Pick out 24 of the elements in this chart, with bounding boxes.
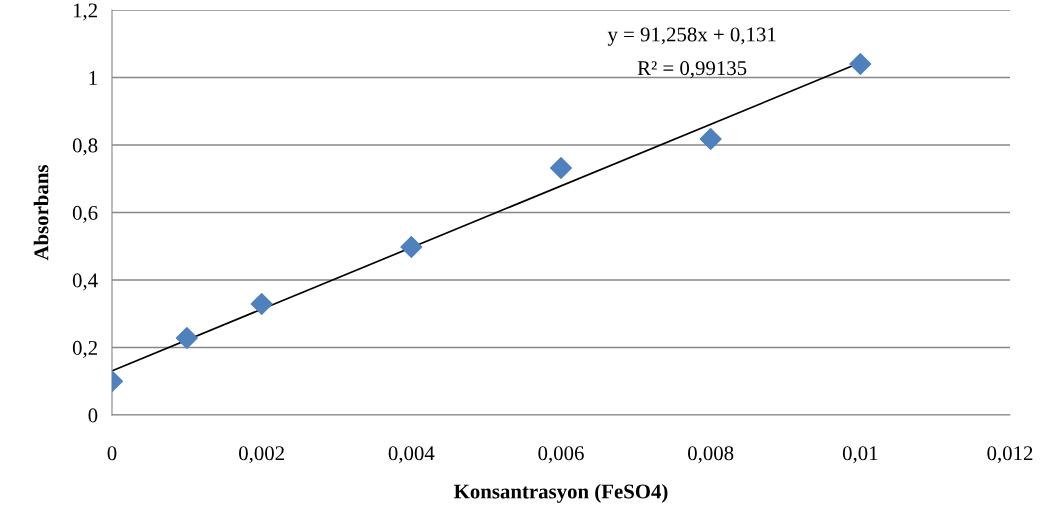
point bbox=[175, 327, 198, 350]
y-axis-title: Absorbans bbox=[33, 164, 49, 261]
y-tick-label: 0,4 bbox=[72, 273, 98, 291]
x-tick-label: 0,006 bbox=[538, 446, 584, 464]
y-tick-label: 1 bbox=[89, 70, 97, 85]
annotation: y = 91,258x + 0,131 bbox=[607, 27, 776, 46]
point bbox=[849, 53, 872, 75]
x-tick-label: 0,004 bbox=[388, 446, 435, 464]
x-tick-label: 0,01 bbox=[842, 446, 878, 464]
x-tick-label: 0,012 bbox=[987, 446, 1033, 464]
y-tick-label: 0,8 bbox=[72, 138, 98, 156]
y-tick-label: 0,2 bbox=[72, 340, 97, 358]
point bbox=[250, 292, 273, 315]
annotation: R² = 0,99135 bbox=[637, 61, 747, 79]
y-tick-label: 0 bbox=[88, 408, 98, 423]
y-tick-label: 0,6 bbox=[72, 205, 98, 223]
point bbox=[550, 156, 572, 179]
x-tick-label: 0 bbox=[107, 446, 117, 461]
x-tick-label: 0,008 bbox=[688, 446, 734, 464]
x-axis-title: Konsantrasyon (FeSO4) bbox=[454, 483, 668, 503]
y-tick-label: 1,2 bbox=[73, 3, 97, 21]
point bbox=[699, 127, 722, 150]
x-tick-label: 0,002 bbox=[239, 446, 284, 464]
point bbox=[400, 235, 423, 258]
